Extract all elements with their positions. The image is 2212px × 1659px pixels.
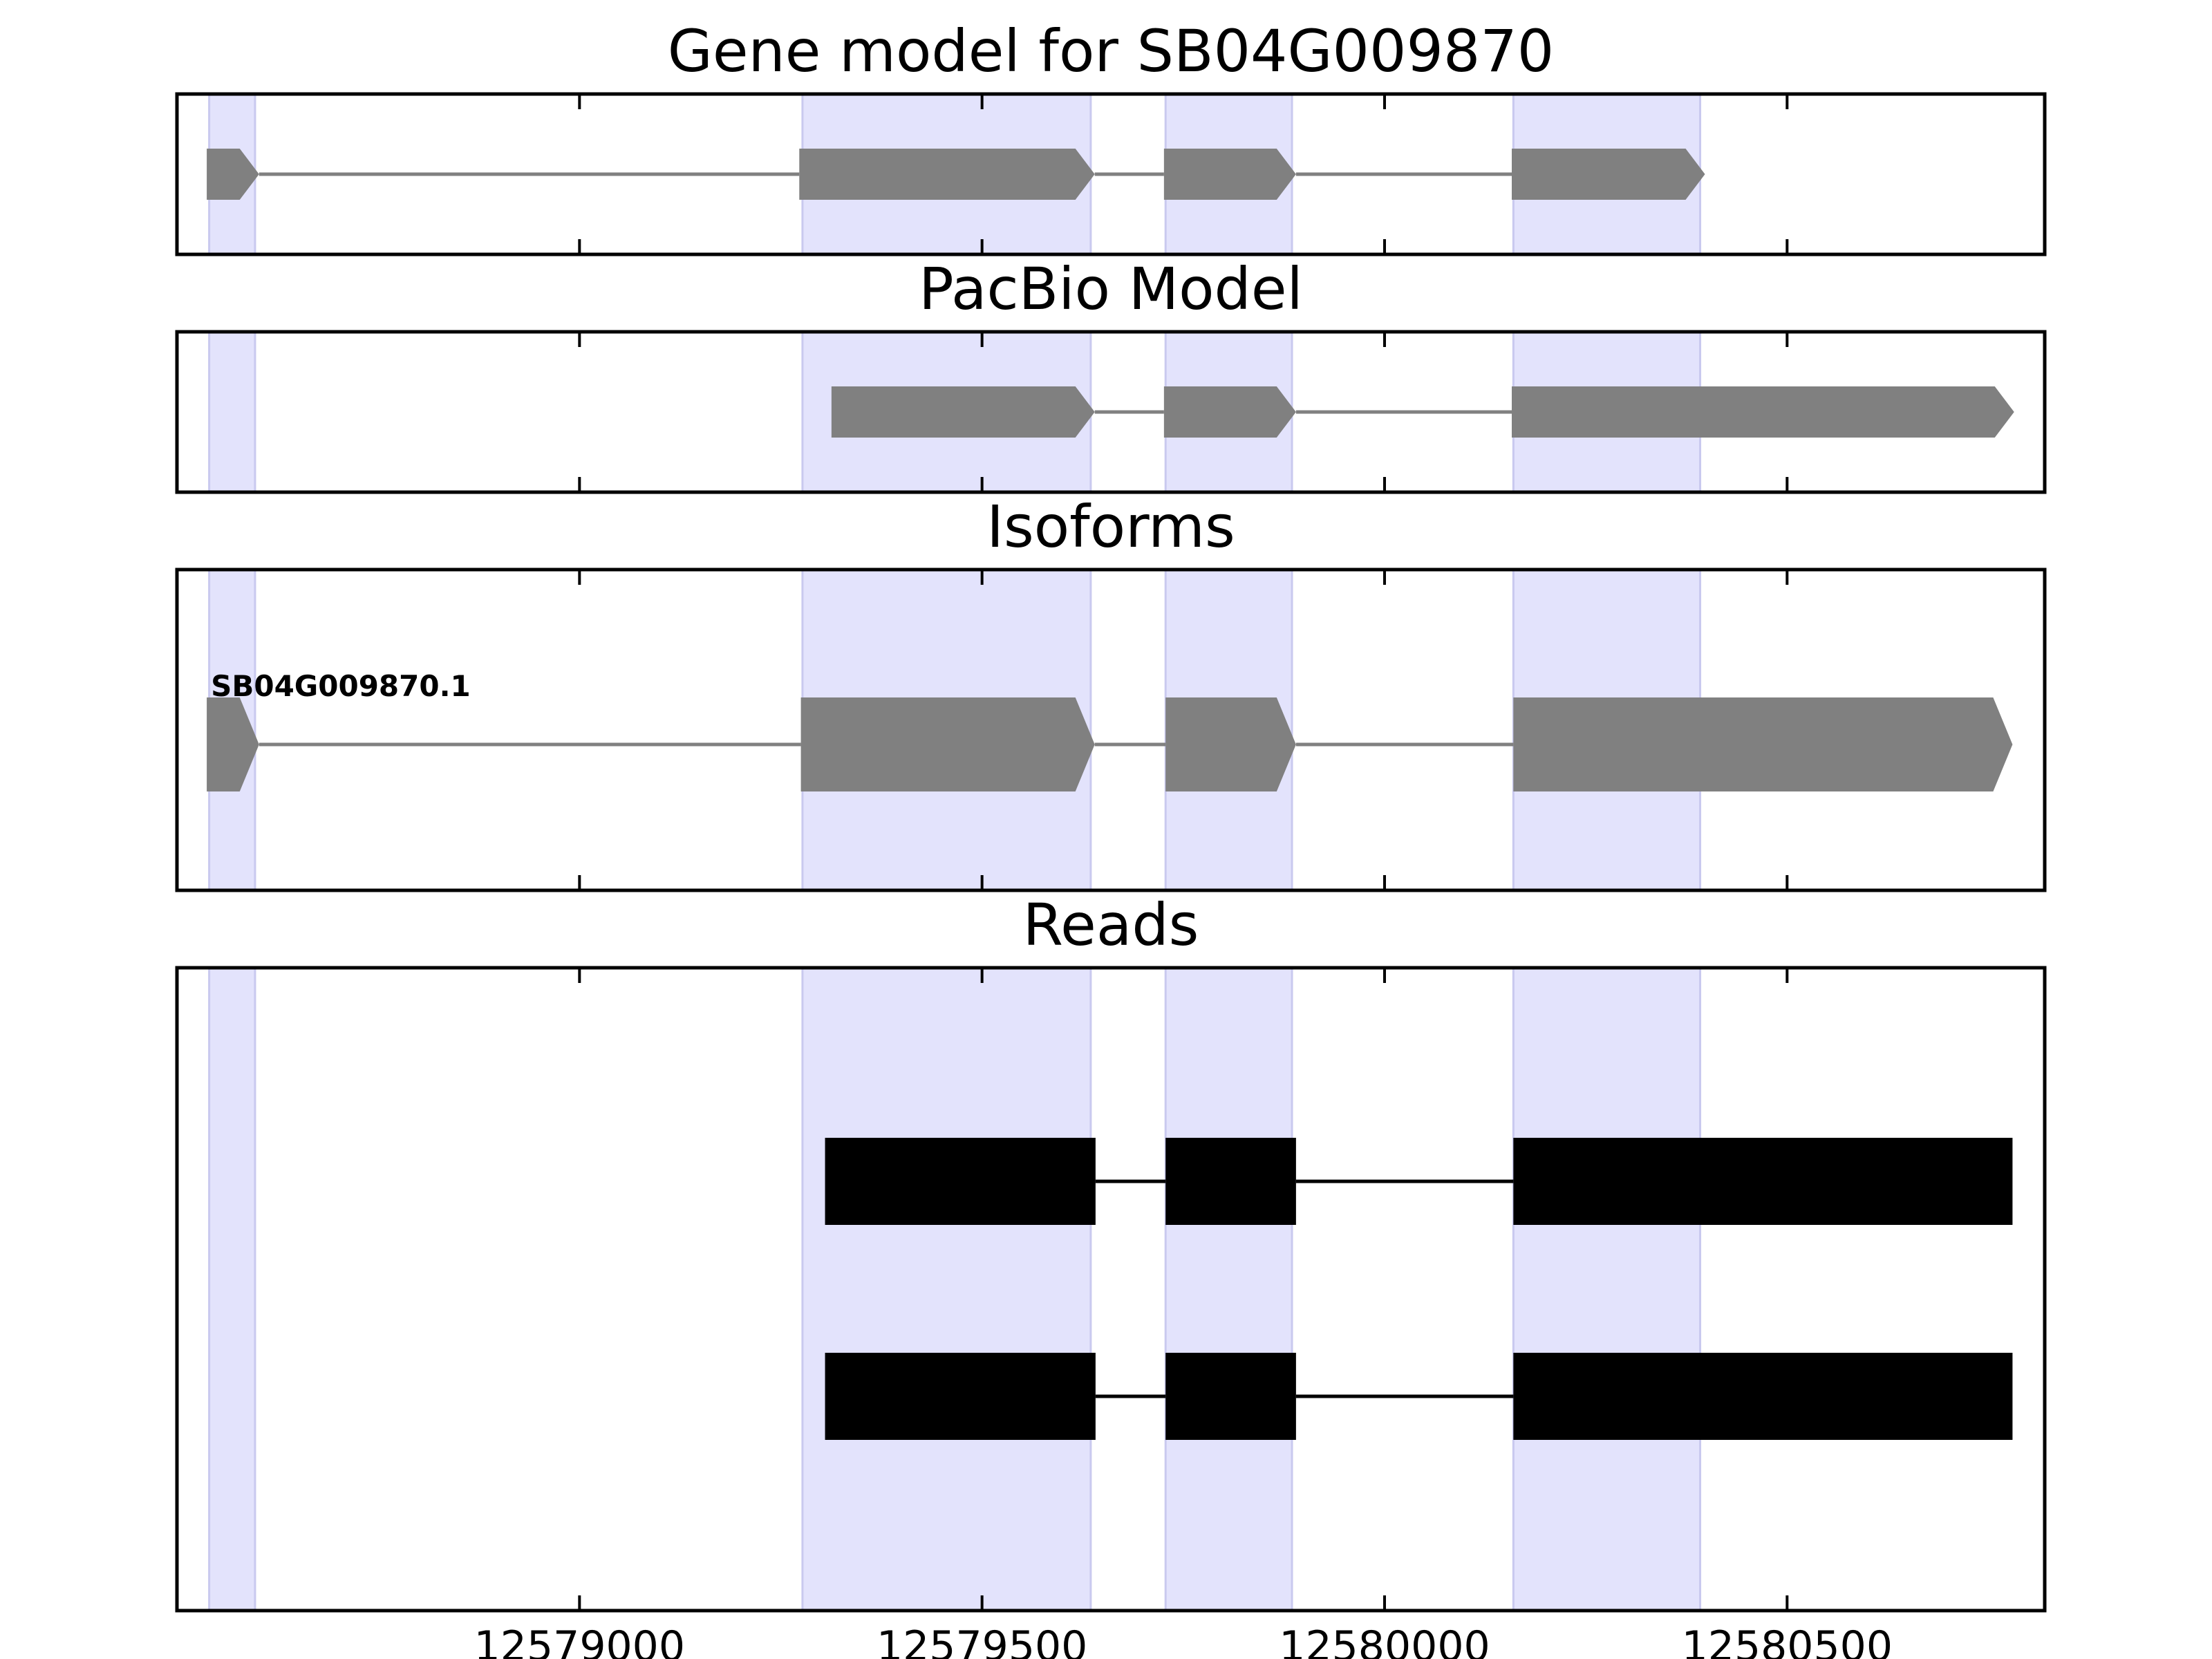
read-exon xyxy=(1513,1138,2013,1225)
transcript-exon xyxy=(831,386,1095,438)
read-exon xyxy=(1165,1353,1296,1440)
transcript-exon xyxy=(207,149,259,200)
panel-gene-model: Gene model for SB04G009870 xyxy=(175,17,2047,256)
x-tick-label: 12579500 xyxy=(877,1622,1087,1659)
x-tick-label: 12580000 xyxy=(1279,1622,1490,1659)
panel-title: Isoforms xyxy=(986,493,1235,561)
highlight-region xyxy=(1164,966,1293,1612)
transcript-exon xyxy=(1511,386,2014,438)
panel-title: Reads xyxy=(1023,891,1199,959)
panel-reads: Reads xyxy=(175,891,2047,1613)
transcript-exon xyxy=(207,697,259,791)
panel-frame xyxy=(175,966,2047,1613)
panel-isoforms: SB04G009870.1 Isoforms xyxy=(175,493,2047,892)
panel-frame xyxy=(175,92,2047,256)
read-exon xyxy=(825,1353,1096,1440)
highlight-region xyxy=(208,330,256,494)
read-exon xyxy=(825,1138,1096,1225)
panel-title: Gene model for SB04G009870 xyxy=(668,17,1554,85)
highlight-region xyxy=(801,966,1092,1612)
x-axis: 12579000 12579500 12580000 12580500 xyxy=(474,1622,1893,1659)
transcript-exon xyxy=(799,149,1095,200)
highlight-region xyxy=(1512,966,1702,1612)
transcript-exon xyxy=(1163,386,1296,438)
transcript-exon xyxy=(1511,149,1705,200)
panel-frame xyxy=(175,568,2047,892)
transcript-exon xyxy=(800,697,1095,791)
panels-layer: Gene model for SB04G009870 PacBio Model SB… xyxy=(175,17,2047,1613)
highlight-region xyxy=(208,966,256,1612)
transcript-exon xyxy=(1165,697,1296,791)
panel-pacbio-model: PacBio Model xyxy=(175,255,2047,494)
transcript-exon xyxy=(1513,697,2013,791)
x-tick-label: 12580500 xyxy=(1682,1622,1893,1659)
read-exon xyxy=(1513,1353,2013,1440)
panel-frame xyxy=(175,330,2047,494)
transcript-exon xyxy=(1163,149,1296,200)
read-exon xyxy=(1165,1138,1296,1225)
x-tick-label: 12579000 xyxy=(474,1622,685,1659)
isoform-label: SB04G009870.1 xyxy=(211,669,471,703)
panel-title: PacBio Model xyxy=(919,255,1303,323)
